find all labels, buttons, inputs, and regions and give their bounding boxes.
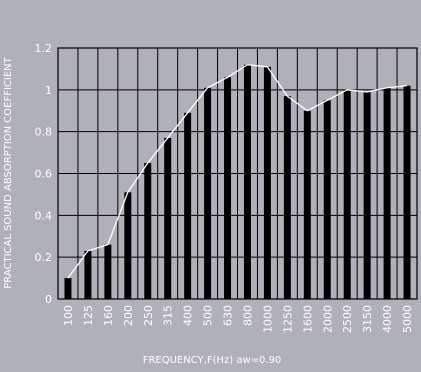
bar-1250: [283, 96, 291, 299]
y-tick-label: 1.2: [35, 42, 53, 55]
bar-315: [164, 137, 172, 299]
x-tick-label: 4000: [381, 305, 394, 333]
bar-1600: [303, 110, 311, 299]
bar-1000: [263, 66, 271, 299]
x-tick-label: 500: [202, 305, 215, 326]
y-axis-label: PRACTICAL SOUND ABSORPTION COEFFICIENT: [3, 56, 14, 288]
bar-3150: [363, 91, 371, 299]
x-tick-label: 5000: [401, 305, 414, 333]
bar-125: [84, 250, 92, 299]
x-tick-label: 800: [241, 305, 254, 326]
x-tick-label: 200: [122, 305, 135, 326]
bars: [64, 64, 411, 300]
x-tick-label: 160: [102, 305, 115, 326]
y-tick-label: 1: [45, 84, 52, 97]
y-tick-label: 0.2: [35, 251, 53, 264]
x-tick-label: 125: [82, 305, 95, 326]
x-axis-label: FREQUENCY,F(Hz) aw=0.90: [143, 355, 282, 366]
x-tick-label: 3150: [361, 305, 374, 333]
trend-line-group: [67, 64, 408, 279]
bar-250: [144, 163, 152, 299]
bar-400: [184, 112, 192, 299]
bar-2000: [323, 100, 331, 300]
bar-200: [124, 192, 132, 299]
bar-5000: [403, 85, 411, 300]
y-tick-label: 0: [45, 293, 52, 306]
trend-line: [67, 64, 408, 279]
bar-500: [204, 87, 212, 299]
bar-100: [64, 278, 72, 299]
plot-frame: [57, 47, 418, 300]
y-tick-label: 0.6: [35, 168, 53, 181]
x-tick-label: 630: [222, 305, 235, 326]
x-tick-label: 400: [182, 305, 195, 326]
x-tick-label: 2500: [341, 305, 354, 333]
y-tick-labels: 0 0.2 0.4 0.6 0.8 1 1.2: [35, 42, 53, 306]
bar-800: [243, 64, 251, 299]
y-tick-label: 0.8: [35, 126, 53, 139]
x-tick-label: 1000: [261, 305, 274, 333]
x-tick-label: 100: [62, 305, 75, 326]
x-tick-label: 1600: [301, 305, 314, 333]
x-tick-label: 2000: [321, 305, 334, 333]
bar-630: [224, 77, 232, 300]
bar-2500: [343, 89, 351, 299]
bar-160: [104, 244, 112, 299]
bar-4000: [383, 87, 391, 299]
x-tick-label: 315: [162, 305, 175, 326]
x-tick-labels: 100 125 160 200 250 315 400 500 630 800 1000 1250 16…: [62, 305, 414, 333]
x-tick-label: 250: [142, 305, 155, 326]
x-tick-label: 1250: [281, 305, 294, 333]
y-tick-label: 0.4: [35, 209, 53, 222]
